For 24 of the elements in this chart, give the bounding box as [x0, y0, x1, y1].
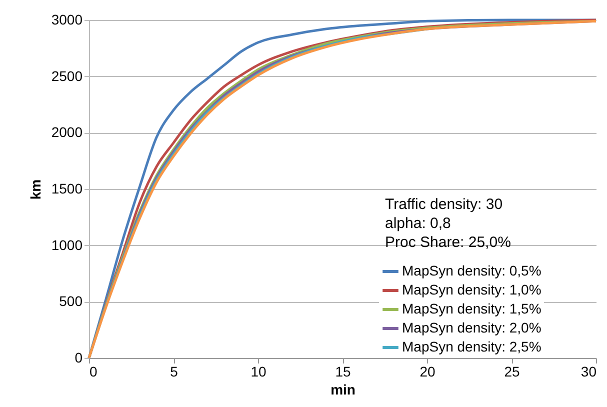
y-tick-label: 1500 [51, 180, 83, 196]
x-tick-label: 10 [250, 364, 266, 380]
x-tick-label: 5 [170, 364, 178, 380]
annotation: Traffic density: 30 [385, 196, 503, 213]
y-tick-label: 2500 [51, 68, 83, 84]
x-tick-label: 25 [504, 364, 520, 380]
y-tick-label: 2000 [51, 124, 83, 140]
legend-label: MapSyn density: 0,5% [402, 262, 542, 278]
x-tick-label: 0 [90, 364, 98, 380]
legend-label: MapSyn density: 2,5% [402, 338, 542, 354]
legend-label: MapSyn density: 1,5% [402, 300, 542, 316]
y-tick-label: 0 [74, 350, 83, 366]
y-tick-label: 500 [59, 293, 83, 310]
x-tick-label: 20 [420, 364, 436, 380]
y-tick-label: 1000 [51, 236, 83, 253]
annotation: Proc Share: 25,0% [385, 234, 511, 251]
x-tick-label: 30 [580, 364, 597, 380]
legend-label: MapSyn density: 1,0% [402, 282, 542, 298]
x-tick-label: 15 [335, 364, 351, 380]
legend-label: MapSyn density: 2,0% [402, 320, 542, 336]
y-tick-label: 3000 [51, 12, 83, 28]
x-axis-title: min [330, 382, 356, 398]
y-axis-title: km [27, 179, 44, 200]
annotation: alpha: 0,8 [385, 215, 451, 232]
